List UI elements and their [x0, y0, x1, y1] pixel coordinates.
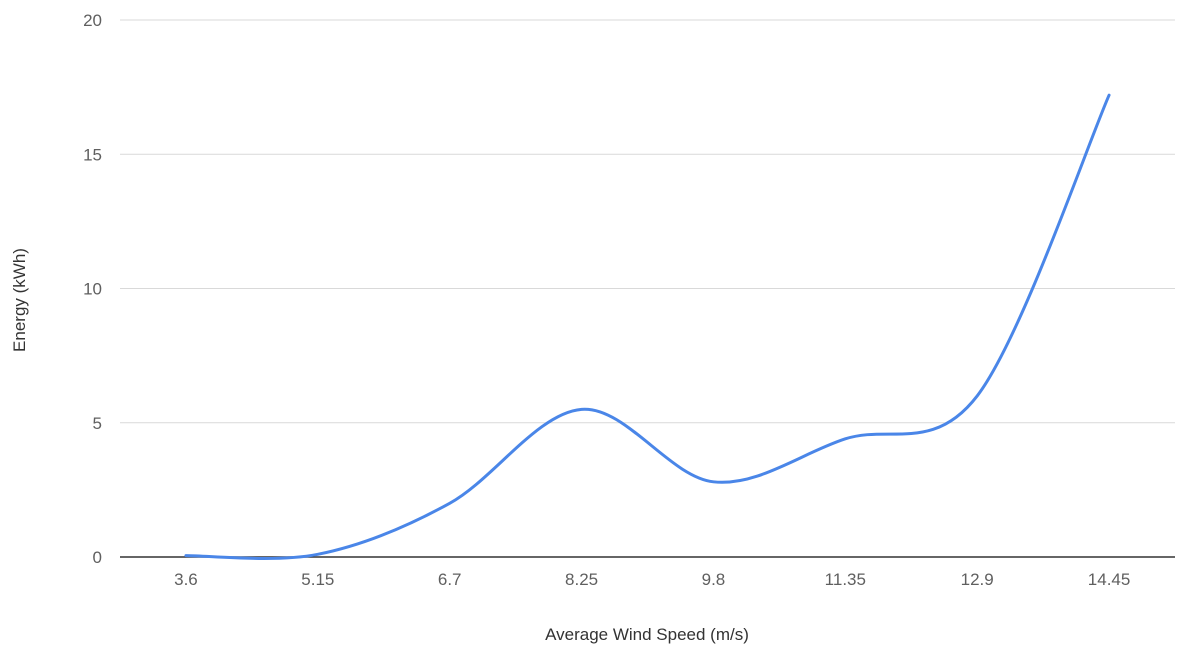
y-tick-label: 15	[83, 145, 102, 164]
x-tick-label: 3.6	[174, 570, 198, 589]
y-tick-label: 20	[83, 11, 102, 30]
x-tick-label: 6.7	[438, 570, 462, 589]
gridlines	[120, 19, 1175, 558]
y-tick-label: 5	[93, 414, 102, 433]
y-tick-label: 0	[93, 548, 102, 567]
y-axis-ticks: 0 5 10 15 20	[83, 11, 102, 567]
x-tick-label: 11.35	[825, 570, 866, 589]
y-tick-label: 10	[83, 280, 102, 299]
y-axis-title: Energy (kWh)	[10, 248, 29, 352]
x-tick-label: 8.25	[565, 570, 598, 589]
series-layer	[184, 93, 1111, 560]
x-tick-label: 9.8	[702, 570, 726, 589]
x-axis-ticks: 3.6 5.15 6.7 8.25 9.8 11.35 12.9 14.45	[174, 570, 1130, 589]
x-tick-label: 12.9	[961, 570, 994, 589]
series-line	[184, 93, 1111, 560]
x-tick-label: 5.15	[301, 570, 334, 589]
x-axis-title: Average Wind Speed (m/s)	[545, 625, 749, 644]
x-tick-label: 14.45	[1088, 570, 1131, 589]
